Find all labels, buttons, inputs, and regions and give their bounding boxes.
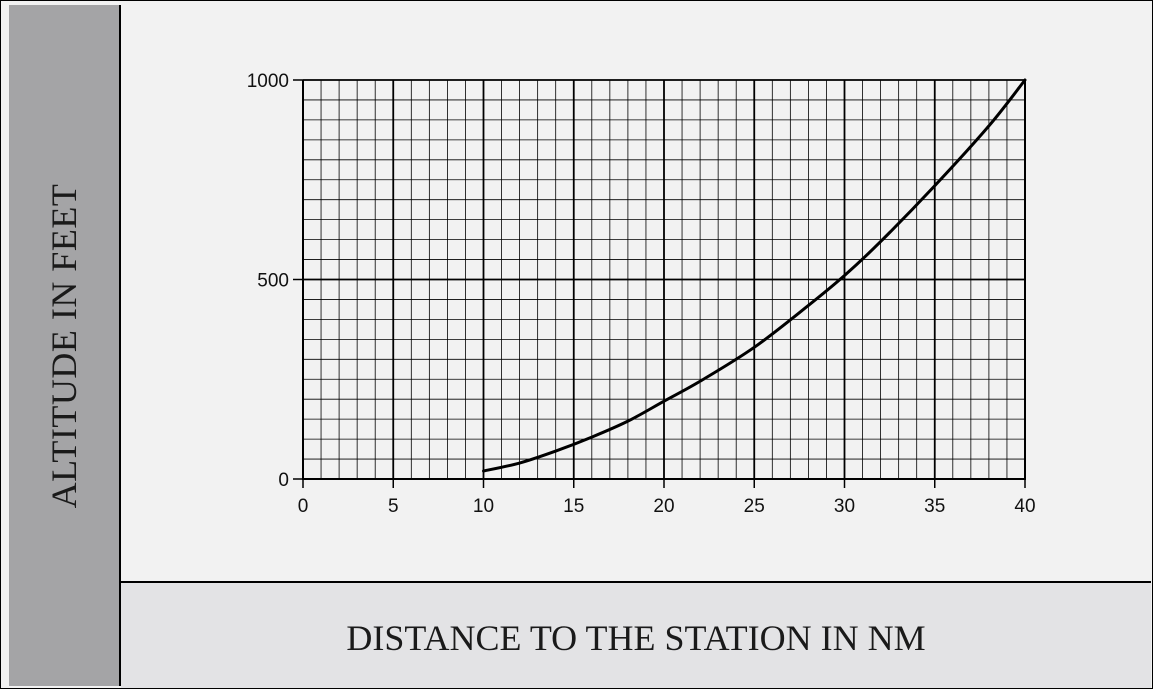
- x-tick-label: 20: [653, 496, 674, 517]
- x-axis-label: DISTANCE TO THE STATION IN NM: [346, 617, 926, 658]
- series-group: [482, 78, 1027, 473]
- x-tick-label: 15: [563, 496, 584, 517]
- axes: [293, 79, 1026, 488]
- series-line: [482, 78, 1027, 473]
- y-axis-label-panel: ALTITUDE IN FEET: [9, 5, 121, 686]
- x-tick-label: 35: [924, 496, 945, 517]
- x-tick-label: 10: [473, 496, 494, 517]
- x-tick-label: 40: [1014, 496, 1035, 517]
- x-tick-label: 30: [834, 496, 855, 517]
- y-tick-label: 500: [257, 271, 289, 292]
- tick-labels: 0 5 10 15 20 25 30 35 40 0 500 1000: [247, 71, 1036, 517]
- y-tick-label: 0: [278, 470, 289, 491]
- x-axis-label-panel: DISTANCE TO THE STATION IN NM: [121, 581, 1151, 688]
- x-tick-label: 0: [298, 496, 309, 517]
- x-tick-label: 25: [744, 496, 765, 517]
- x-tick-label: 5: [388, 496, 399, 517]
- y-tick-label: 1000: [247, 71, 289, 92]
